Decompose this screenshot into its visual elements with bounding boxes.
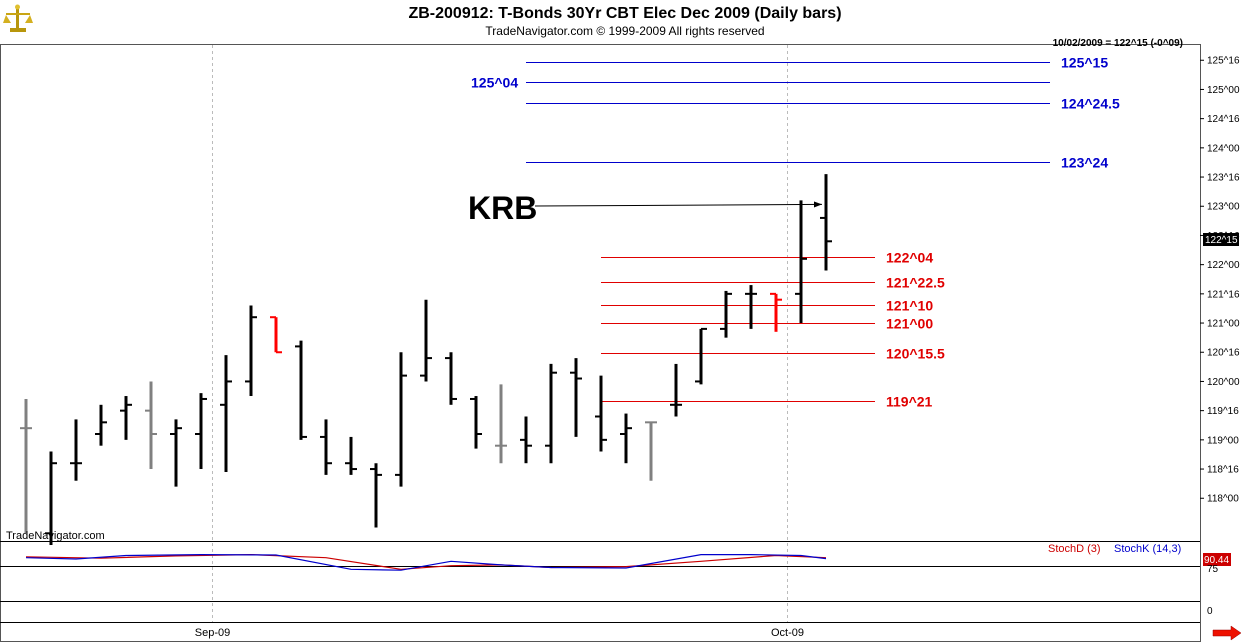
chart-frame [0, 44, 1201, 642]
stochk-legend: StochK (14,3) [1114, 543, 1181, 555]
last-price-label: 122^15 [1205, 235, 1238, 246]
stoch-series-line [25, 553, 827, 571]
level-label: 122^04 [886, 250, 933, 266]
indicator-panel: 0 [0, 553, 1213, 617]
level-layer: 125^15 125^04 124^24.5 123^24 122^04 121^22.5… [471, 55, 1120, 410]
x-axis: Sep-09 Oct-09 [195, 627, 804, 639]
y-tick-label: 124^00 [1207, 143, 1240, 154]
x-tick-label: Sep-09 [195, 627, 230, 639]
y-tick-label: 118^16 [1207, 465, 1239, 476]
y-tick-label: 120^00 [1207, 377, 1240, 388]
red-arrow-right-icon[interactable] [1212, 625, 1242, 641]
level-label: 124^24.5 [1061, 96, 1120, 112]
y-tick-label: 120^16 [1207, 348, 1240, 359]
y-tick-label: 122^00 [1207, 260, 1240, 271]
y-axis: 118^00 118^16 119^00 119^16 120^00 120^16 121^… [1200, 56, 1240, 505]
y-tick-label: 123^16 [1207, 173, 1240, 184]
y-tick-label: 124^16 [1207, 114, 1240, 125]
bar-layer [20, 174, 832, 545]
y-tick-label: 119^16 [1207, 406, 1239, 417]
grid-layer [212, 45, 788, 622]
last-value-note: 10/02/2009 = 122^15 (-0^09) [1053, 38, 1183, 49]
level-label: 123^24 [1061, 155, 1108, 171]
level-label: 120^15.5 [886, 346, 945, 362]
stoch-series-line [25, 553, 827, 570]
watermark: TradeNavigator.com [6, 530, 105, 542]
last-price-box [1203, 233, 1239, 246]
level-label: 119^21 [886, 394, 933, 410]
y-tick-label: 119^00 [1207, 435, 1239, 446]
y-tick-label: 125^16 [1207, 56, 1240, 67]
y-tick-label: 123^00 [1207, 202, 1240, 213]
stoch-y-tick-label: 0 [1207, 606, 1213, 617]
stoch-value-label: 90.44 [1204, 555, 1229, 566]
chart-title: ZB-200912: T-Bonds 30Yr CBT Elec Dec 200… [408, 5, 841, 22]
krb-arrow [534, 201, 823, 208]
level-label: 125^15 [1061, 55, 1108, 71]
stoch-value-box [1203, 553, 1231, 566]
level-label: 121^00 [886, 316, 933, 332]
y-tick-label: 121^00 [1207, 319, 1240, 330]
x-tick-label: Oct-09 [771, 627, 804, 639]
y-tick-label: 121^16 [1207, 289, 1240, 300]
stoch-partial-tick: 75 [1207, 564, 1219, 575]
stochd-legend: StochD (3) [1048, 543, 1101, 555]
level-label: 121^10 [886, 298, 933, 314]
level-label: 125^04 [471, 75, 518, 91]
y-tick-label: 118^00 [1207, 494, 1239, 505]
copyright-text: TradeNavigator.com © 1999-2009 All right… [485, 24, 764, 38]
y-tick-label: 125^00 [1207, 85, 1240, 96]
gold-scales-icon [3, 4, 33, 32]
level-label: 121^22.5 [886, 275, 945, 291]
krb-annotation: KRB [468, 190, 537, 226]
